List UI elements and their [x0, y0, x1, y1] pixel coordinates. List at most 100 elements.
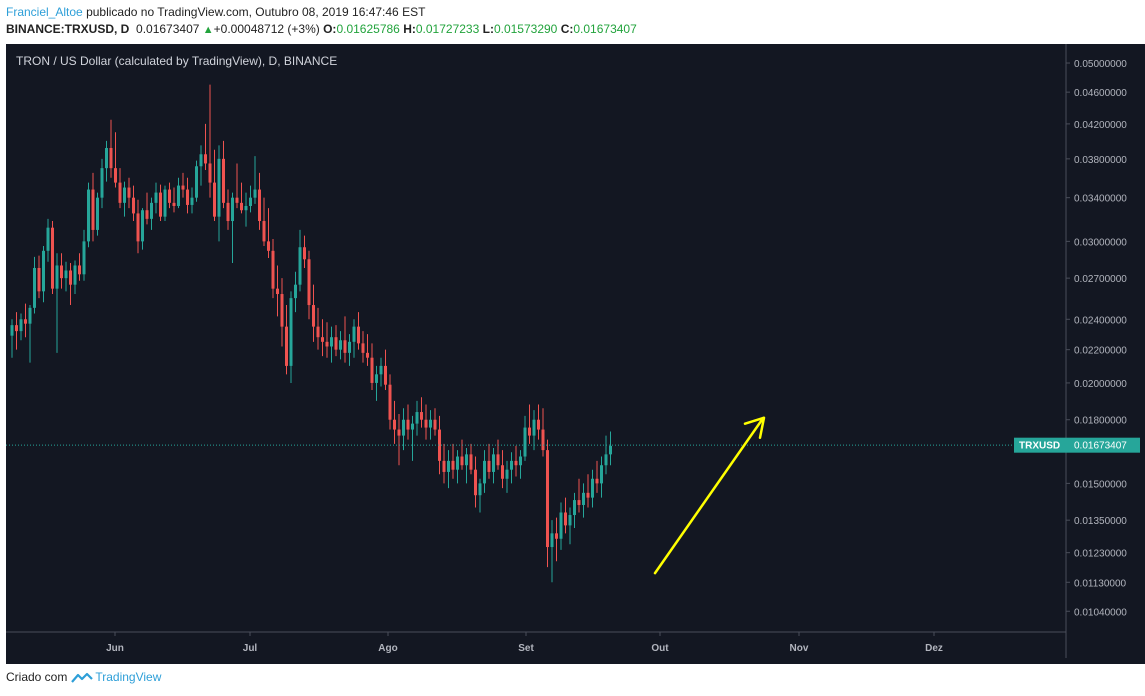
candle-body: [78, 265, 81, 275]
candle-down: [276, 265, 279, 317]
candle-down: [388, 374, 392, 430]
price-tick-label: 0.02700000: [1074, 274, 1127, 285]
candle-body: [550, 533, 554, 548]
candle-down: [460, 439, 464, 470]
candle-body: [132, 197, 135, 214]
candle-down: [136, 199, 140, 254]
candle-body: [82, 241, 86, 275]
candle-body: [267, 241, 270, 251]
candle-up: [591, 469, 594, 508]
candle-up: [231, 192, 234, 263]
candle-down: [262, 197, 266, 247]
candle-body: [330, 337, 333, 347]
candle-body: [348, 341, 351, 353]
candle-down: [168, 182, 171, 209]
candle-down: [442, 443, 446, 484]
close-label: C:: [560, 22, 574, 36]
candle-body: [289, 298, 293, 366]
candle-down: [370, 343, 374, 390]
candle-body: [123, 187, 126, 203]
candle-body: [438, 429, 441, 461]
candle-body: [87, 189, 90, 242]
candle-body: [339, 340, 342, 350]
candle-down: [213, 149, 216, 222]
candle-up: [492, 447, 495, 484]
time-tick-label: Jun: [106, 643, 124, 654]
candle-down: [208, 84, 212, 198]
candle-body: [307, 259, 311, 306]
candle-body: [505, 469, 509, 479]
candle-up: [19, 313, 23, 341]
candle-down: [118, 168, 122, 209]
candle-up: [339, 331, 342, 360]
candle-body: [240, 202, 243, 211]
high-value: 0.01727233: [415, 22, 480, 36]
candle-body: [595, 478, 599, 484]
candle-up: [411, 415, 414, 461]
candle-up: [550, 520, 554, 583]
last-price-tag: TRXUSD 0.01673407: [1014, 437, 1140, 453]
chart-header: Franciel_Altoe publicado no TradingView.…: [0, 0, 1145, 44]
candle-down: [132, 185, 135, 222]
price-axis[interactable]: 0.05000000 0.04600000 0.04200000 0.03800000…: [1066, 59, 1127, 618]
candle-up: [150, 197, 153, 230]
candle-body: [231, 197, 234, 222]
candle-body: [60, 265, 63, 279]
candle-body: [109, 147, 113, 169]
low-label: L:: [482, 22, 494, 36]
candle-body: [42, 250, 45, 292]
candle-body: [204, 154, 207, 164]
trend-arrow-annotation[interactable]: [653, 416, 766, 575]
candle-body: [568, 515, 572, 526]
candle-up: [82, 229, 86, 281]
open-value: 0.01625786: [336, 22, 400, 36]
candle-body: [609, 445, 612, 455]
candle-body: [253, 189, 257, 198]
candle-body: [433, 419, 437, 430]
price-tag-symbol: TRXUSD: [1019, 441, 1060, 452]
price-tick-label: 0.03000000: [1074, 237, 1127, 248]
candle-up: [105, 140, 108, 182]
candle-body: [510, 460, 513, 470]
candle-down: [159, 184, 162, 222]
candle-body: [447, 460, 450, 472]
candle-body: [465, 454, 468, 466]
candle-down: [222, 140, 225, 209]
candle-up: [456, 450, 459, 484]
candle-body: [186, 189, 189, 205]
candle-down: [537, 404, 540, 440]
candle-up: [523, 415, 527, 461]
candle-down: [496, 439, 500, 470]
candle-body: [388, 384, 392, 420]
candle-body: [303, 247, 306, 260]
candlestick-chart[interactable]: TRON / US Dollar (calculated by TradingV…: [0, 44, 1145, 664]
candle-body: [73, 265, 77, 285]
candle-body: [487, 460, 491, 472]
candle-body: [163, 189, 167, 217]
chart-background: [6, 44, 1145, 664]
candle-body: [402, 419, 405, 436]
candle-down: [577, 478, 581, 513]
tradingview-link[interactable]: TradingView: [95, 670, 162, 684]
candle-body: [343, 340, 347, 353]
author-link[interactable]: Franciel_Altoe: [6, 5, 83, 19]
candle-body: [172, 202, 176, 206]
candle-down: [406, 404, 410, 440]
candle-down: [109, 119, 113, 178]
candle-up: [447, 450, 450, 489]
candle-body: [24, 319, 27, 324]
candle-body: [150, 202, 153, 219]
candle-body: [501, 465, 504, 479]
candle-up: [402, 408, 405, 451]
low-value: 0.01573290: [493, 22, 558, 36]
time-axis[interactable]: Jun Jul Ago Set Out Nov Dez: [106, 632, 943, 654]
candle-up: [532, 410, 536, 451]
candle-down: [433, 408, 437, 436]
candle-body: [190, 197, 194, 205]
candle-up: [33, 256, 36, 314]
candle-up: [249, 185, 252, 213]
candle-body: [442, 460, 446, 472]
candle-body: [375, 374, 378, 383]
candle-body: [604, 454, 608, 466]
candle-down: [325, 322, 329, 358]
